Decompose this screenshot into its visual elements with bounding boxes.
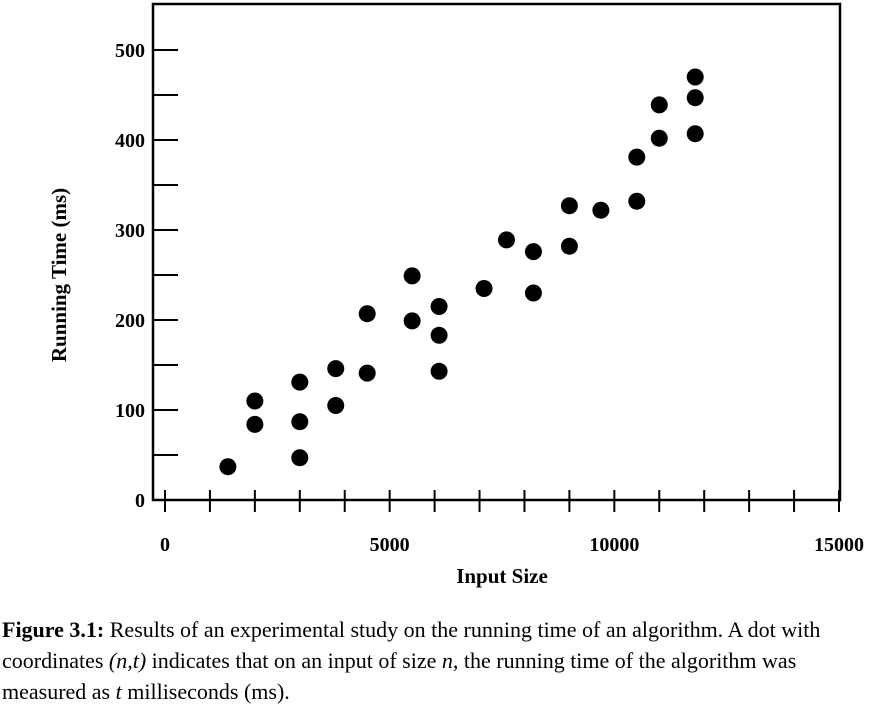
data-point bbox=[358, 305, 376, 323]
data-point bbox=[628, 192, 646, 210]
data-point bbox=[403, 267, 421, 285]
figure-caption: Figure 3.1: Results of an experimental s… bbox=[2, 614, 880, 707]
data-point bbox=[219, 458, 237, 476]
data-point bbox=[358, 364, 376, 382]
y-tick-label: 400 bbox=[115, 130, 145, 152]
data-point bbox=[246, 392, 264, 410]
data-points bbox=[219, 68, 704, 476]
data-point bbox=[686, 89, 704, 107]
y-axis-label: Running Time (ms) bbox=[47, 188, 71, 362]
caption-text-4: milliseconds (ms). bbox=[121, 679, 290, 704]
caption-var-t: t bbox=[115, 679, 122, 704]
caption-text-3: , the running time of the algorithm was … bbox=[2, 648, 797, 704]
data-point bbox=[650, 129, 668, 147]
y-tick-label: 100 bbox=[115, 400, 145, 422]
data-point bbox=[430, 362, 448, 380]
data-point bbox=[291, 449, 309, 467]
y-tick-label: 0 bbox=[135, 490, 145, 512]
x-tick-label: 0 bbox=[160, 534, 170, 556]
data-point bbox=[430, 298, 448, 315]
data-point bbox=[686, 125, 704, 143]
data-point bbox=[650, 96, 668, 114]
data-point bbox=[246, 415, 264, 433]
caption-text-1: Results of an experimental study on the … bbox=[2, 617, 821, 673]
data-point bbox=[475, 280, 493, 297]
data-point bbox=[327, 397, 345, 414]
data-point bbox=[327, 360, 345, 378]
x-tick-label: 10000 bbox=[589, 534, 639, 556]
data-point bbox=[628, 148, 646, 166]
data-point bbox=[560, 197, 578, 215]
caption-coordinates: (n,t) bbox=[108, 648, 147, 673]
caption-text-2: indicates that on an input of size bbox=[146, 648, 442, 673]
plot-frame bbox=[151, 2, 842, 502]
x-axis-label: Input Size bbox=[456, 564, 548, 588]
x-tick-label: 15000 bbox=[814, 534, 864, 556]
data-point bbox=[291, 373, 309, 391]
data-point bbox=[592, 201, 610, 219]
data-point bbox=[686, 68, 704, 86]
data-point bbox=[430, 326, 448, 344]
axes bbox=[151, 2, 842, 502]
y-tick-label: 300 bbox=[115, 220, 145, 242]
y-tick-label: 500 bbox=[115, 40, 145, 62]
x-tick-label: 5000 bbox=[370, 534, 410, 556]
figure-label: Figure 3.1: bbox=[2, 617, 105, 642]
data-point bbox=[403, 312, 421, 330]
data-point bbox=[497, 231, 515, 249]
data-point bbox=[524, 284, 542, 302]
caption-var-n: n bbox=[441, 648, 453, 673]
data-point bbox=[524, 243, 542, 261]
y-tick-label: 200 bbox=[115, 310, 145, 332]
data-point bbox=[291, 413, 309, 431]
data-point bbox=[560, 237, 578, 255]
